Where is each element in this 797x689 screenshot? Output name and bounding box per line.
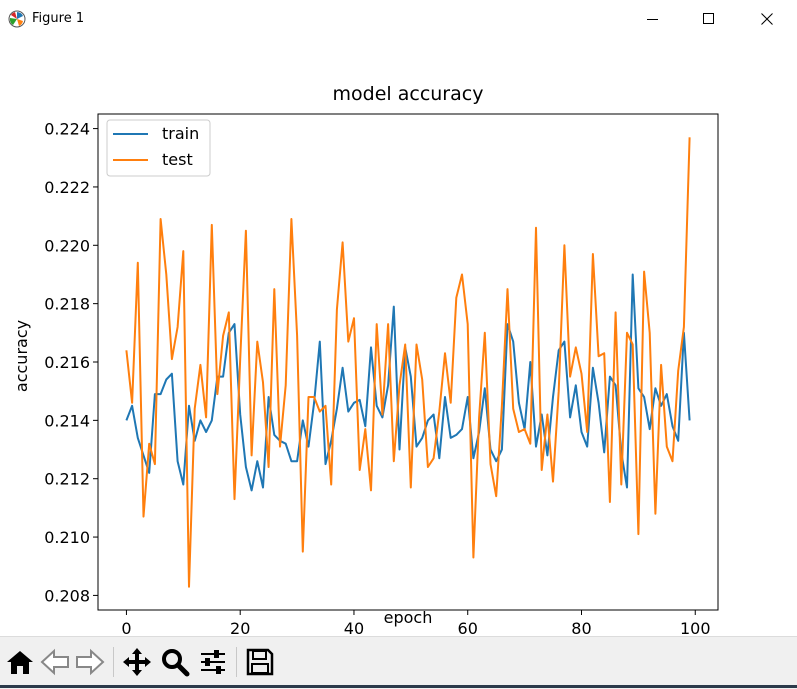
pan-icon xyxy=(123,648,151,676)
configure-subplots-button[interactable] xyxy=(196,645,230,679)
home-button[interactable] xyxy=(3,645,37,679)
x-tick-label: 100 xyxy=(680,619,711,636)
toolbar-separator xyxy=(113,647,114,677)
forward-arrow-icon xyxy=(76,648,105,676)
axes-frame xyxy=(97,113,719,611)
sliders-icon xyxy=(201,650,225,674)
forward-button[interactable] xyxy=(73,645,107,679)
zoom-button[interactable] xyxy=(158,645,192,679)
y-tick-label: 0.222 xyxy=(44,178,90,197)
legend-label-train: train xyxy=(162,124,199,143)
maximize-icon xyxy=(703,13,714,24)
title-bar: Figure 1 xyxy=(0,0,797,38)
close-icon xyxy=(761,13,773,25)
x-axis-ticks: 0 20 40 60 80 100 xyxy=(121,610,711,636)
y-tick-label: 0.218 xyxy=(44,295,90,314)
y-tick-label: 0.216 xyxy=(44,353,90,372)
home-icon xyxy=(7,651,33,674)
y-tick-label: 0.224 xyxy=(44,120,90,139)
series-line-test xyxy=(125,137,691,588)
minimize-icon xyxy=(647,19,658,20)
minimize-button[interactable] xyxy=(630,0,676,38)
pan-button[interactable] xyxy=(120,645,154,679)
taskbar-edge xyxy=(0,685,797,688)
y-tick-label: 0.214 xyxy=(44,411,90,430)
x-axis-label: epoch xyxy=(384,608,433,627)
x-tick-label: 0 xyxy=(121,619,131,636)
matplotlib-icon xyxy=(8,10,26,28)
x-tick-label: 60 xyxy=(458,619,478,636)
legend: train test xyxy=(106,119,211,177)
chart-title: model accuracy xyxy=(333,83,484,105)
y-tick-label: 0.208 xyxy=(44,586,90,605)
legend-label-test: test xyxy=(162,150,193,169)
y-tick-label: 0.210 xyxy=(44,528,90,547)
x-tick-label: 20 xyxy=(230,619,250,636)
maximize-button[interactable] xyxy=(686,0,732,38)
back-button[interactable] xyxy=(38,645,72,679)
y-tick-label: 0.220 xyxy=(44,236,90,255)
save-icon xyxy=(246,648,274,676)
x-tick-label: 40 xyxy=(344,619,364,636)
save-button[interactable] xyxy=(243,645,277,679)
x-tick-label: 80 xyxy=(571,619,591,636)
close-button[interactable] xyxy=(744,0,790,38)
y-axis-label: accuracy xyxy=(12,320,31,392)
navigation-toolbar xyxy=(0,636,797,689)
series-line-train xyxy=(125,273,691,492)
plot-lines xyxy=(125,137,691,588)
toolbar-separator xyxy=(236,647,237,677)
back-arrow-icon xyxy=(40,648,69,676)
y-tick-label: 0.212 xyxy=(44,470,90,489)
window-title: Figure 1 xyxy=(32,11,85,26)
zoom-icon xyxy=(162,649,190,677)
y-axis-ticks: 0.208 0.210 0.212 0.214 0.216 0.218 0.220 0.222… xyxy=(44,120,98,605)
figure-canvas: model accuracy 0.208 0.210 0.212 0.214 0.216… xyxy=(12,83,719,636)
